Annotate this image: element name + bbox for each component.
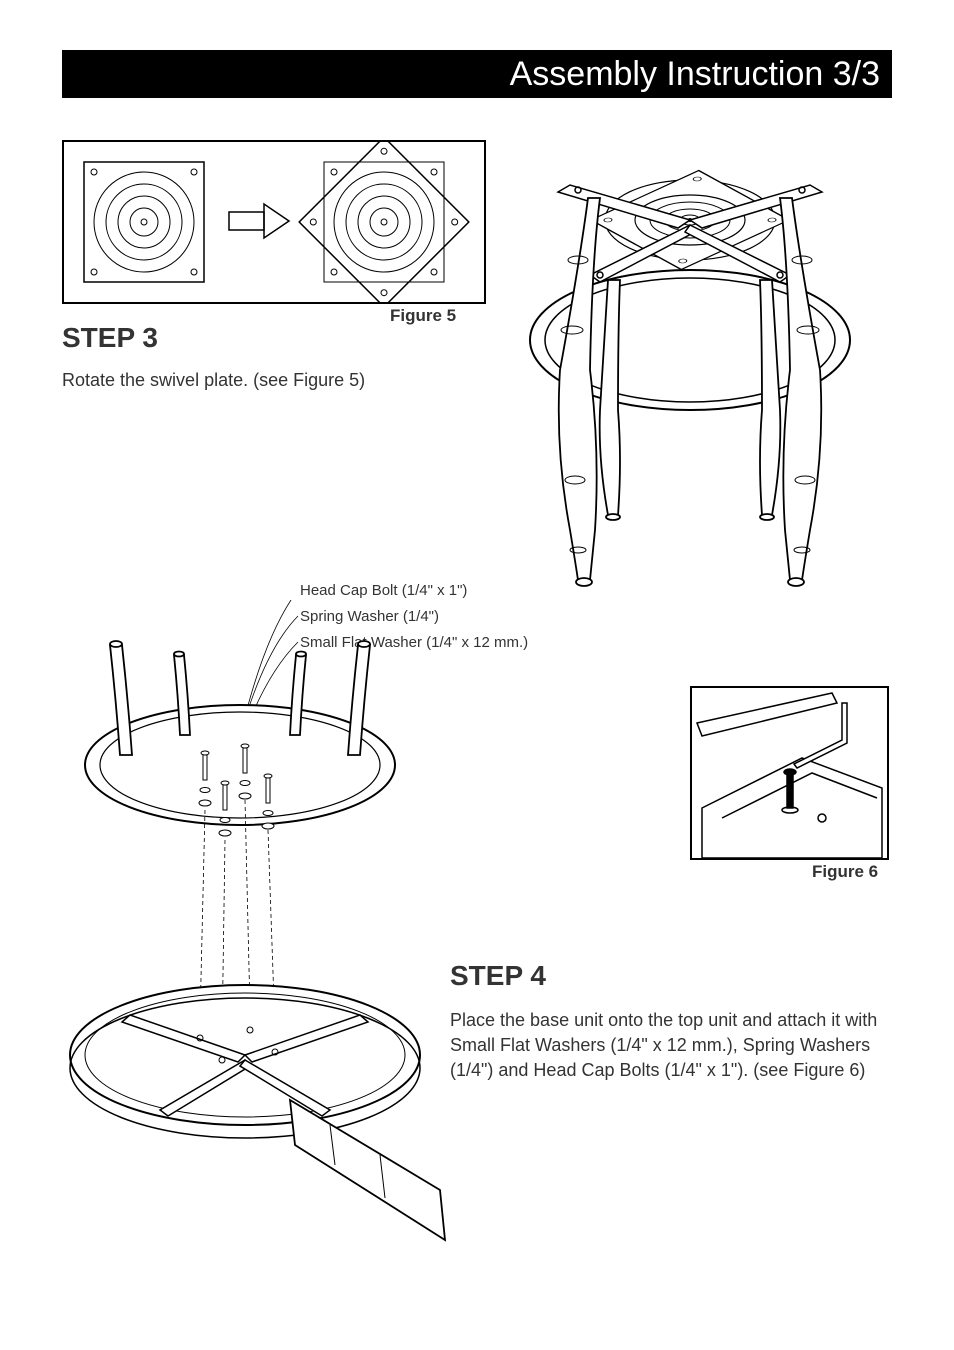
step4-body: Place the base unit onto the top unit an… <box>450 1008 880 1084</box>
figure6-caption: Figure 6 <box>812 862 878 882</box>
figure5-diagram <box>64 142 484 302</box>
stool-base-diagram <box>500 130 880 600</box>
assembly-diagram <box>50 600 470 1260</box>
figure6-diagram <box>692 688 887 858</box>
header-title: Assembly Instruction 3/3 <box>510 55 880 94</box>
figure5-box <box>62 140 486 304</box>
step4-title: STEP 4 <box>450 960 546 992</box>
figure5-caption: Figure 5 <box>390 306 456 326</box>
instruction-page: Assembly Instruction 3/3 <box>0 0 954 1350</box>
figure6-box <box>690 686 889 860</box>
page-header: Assembly Instruction 3/3 <box>62 50 892 98</box>
step3-title: STEP 3 <box>62 322 158 354</box>
step3-body: Rotate the swivel plate. (see Figure 5) <box>62 368 462 393</box>
callout-bolt: Head Cap Bolt (1/4" x 1") <box>300 582 467 599</box>
